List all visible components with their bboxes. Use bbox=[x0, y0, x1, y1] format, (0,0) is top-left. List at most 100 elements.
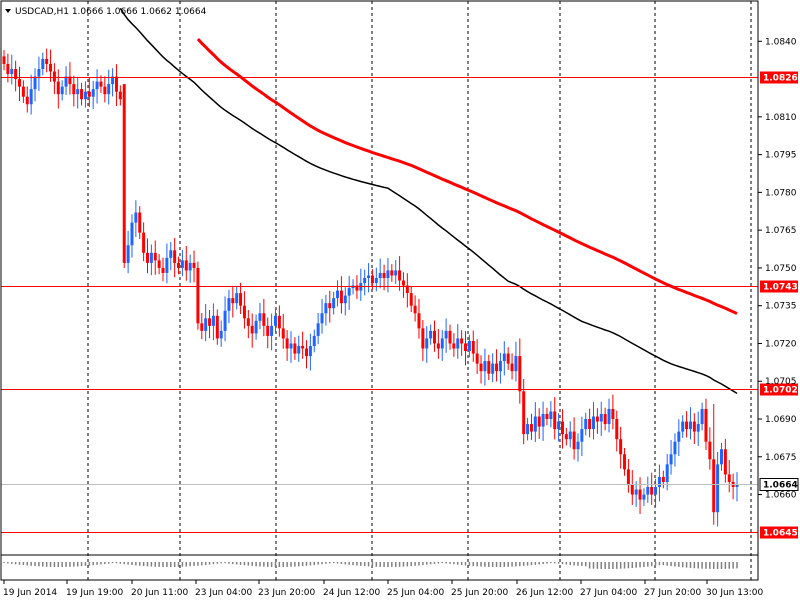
candle-body bbox=[188, 262, 192, 271]
x-axis: 19 Jun 2014 19 Jun 19:00 20 Jun 11:00 23 Ju… bbox=[3, 580, 763, 598]
candle-body bbox=[138, 212, 142, 233]
candle-body bbox=[285, 338, 289, 349]
candle-body bbox=[483, 361, 487, 372]
candle-body bbox=[708, 441, 712, 460]
candle-body bbox=[80, 89, 84, 100]
candle-body bbox=[685, 421, 689, 430]
x-tick-label: 30 Jun 13:00 bbox=[706, 588, 763, 598]
candle-body bbox=[103, 86, 107, 95]
candle-body bbox=[184, 260, 188, 271]
candle-body bbox=[336, 290, 340, 299]
candle-body bbox=[266, 325, 270, 336]
candle-body bbox=[320, 313, 324, 324]
candle-body bbox=[242, 305, 246, 319]
candle-body bbox=[316, 323, 320, 336]
candle-body bbox=[177, 262, 181, 268]
level-label: 1.0645 bbox=[763, 529, 798, 539]
candle-body bbox=[464, 343, 468, 352]
candle-body bbox=[64, 76, 68, 87]
candle-body bbox=[401, 280, 405, 286]
grid-layer bbox=[87, 1, 752, 580]
level-label: 1.0826 bbox=[763, 74, 798, 84]
candle-body bbox=[467, 340, 471, 352]
candle-body bbox=[149, 252, 153, 263]
candle-body bbox=[657, 476, 661, 488]
candle-body bbox=[239, 293, 243, 306]
candle-body bbox=[293, 343, 297, 354]
candle-body bbox=[436, 343, 440, 349]
candle-body bbox=[165, 257, 169, 273]
x-tick-label: 19 Jun 2014 bbox=[3, 588, 57, 598]
candle-body bbox=[378, 272, 382, 278]
candle-body bbox=[370, 275, 374, 284]
candle-body bbox=[134, 212, 138, 223]
x-tick-label: 23 Jun 04:00 bbox=[195, 588, 252, 598]
candle-body bbox=[595, 416, 599, 422]
candle-body bbox=[456, 338, 460, 349]
candle-body bbox=[107, 84, 111, 95]
candle-body bbox=[169, 250, 173, 258]
candle-body bbox=[33, 76, 37, 90]
current-price-label: 1.0664 bbox=[763, 481, 798, 491]
candle-body bbox=[153, 252, 157, 261]
candle-body bbox=[704, 408, 708, 442]
candle-body bbox=[541, 413, 545, 427]
candle-body bbox=[634, 489, 638, 495]
y-tick-label: 1.0780 bbox=[765, 188, 797, 198]
candle-body bbox=[192, 262, 196, 268]
candle-body bbox=[572, 431, 576, 450]
candle-body bbox=[223, 310, 227, 331]
candle-body bbox=[479, 363, 483, 372]
candle-body bbox=[363, 278, 367, 284]
candle-body bbox=[421, 328, 425, 349]
candle-body bbox=[14, 68, 18, 80]
candle-body bbox=[727, 474, 731, 482]
candle-body bbox=[588, 419, 592, 430]
level-label: 1.0743 bbox=[763, 283, 798, 293]
y-tick-label: 1.0705 bbox=[765, 377, 797, 387]
candle-body bbox=[157, 260, 161, 268]
candle-body bbox=[723, 449, 727, 475]
candle-body bbox=[611, 408, 615, 420]
candle-body bbox=[161, 267, 165, 273]
candle-body bbox=[642, 494, 646, 500]
candle-body bbox=[529, 424, 533, 432]
candle-body bbox=[308, 345, 312, 357]
candle-body bbox=[208, 318, 212, 326]
y-tick-label: 1.0720 bbox=[765, 339, 797, 349]
candle-body bbox=[145, 252, 149, 263]
chevron-down-icon[interactable] bbox=[5, 9, 11, 13]
candle-body bbox=[665, 464, 669, 482]
y-axis: 1.0840 1.0810 1.0795 1.0780 1.0765 1.0750 1.07… bbox=[758, 37, 797, 501]
candle-body bbox=[111, 76, 115, 85]
candle-body bbox=[324, 303, 328, 314]
candle-body bbox=[533, 416, 537, 432]
moving-averages bbox=[119, 7, 738, 395]
x-tick-label: 20 Jun 11:00 bbox=[131, 588, 188, 598]
candle-body bbox=[630, 484, 634, 495]
candle-body bbox=[592, 416, 596, 430]
candle-body bbox=[432, 330, 436, 344]
candle-body bbox=[487, 361, 491, 374]
candle-body bbox=[502, 353, 506, 362]
x-tick-label: 27 Jun 04:00 bbox=[580, 588, 637, 598]
candle-body bbox=[564, 434, 568, 440]
candle-body bbox=[584, 419, 588, 430]
candle-body bbox=[413, 305, 417, 314]
candle-body bbox=[21, 86, 25, 97]
candle-body bbox=[719, 449, 723, 465]
candle-body bbox=[374, 278, 378, 284]
candle-body bbox=[250, 325, 254, 334]
ma-slow-line bbox=[196, 37, 738, 315]
candle-body bbox=[568, 431, 572, 440]
x-tick-label: 23 Jun 20:00 bbox=[258, 588, 315, 598]
plot-frame bbox=[0, 0, 759, 581]
candle-body bbox=[262, 313, 266, 326]
candle-body bbox=[83, 91, 87, 100]
candle-body bbox=[37, 68, 41, 77]
candle-body bbox=[246, 318, 250, 326]
candle-body bbox=[700, 408, 704, 425]
candle-body bbox=[394, 270, 398, 276]
candle-body bbox=[355, 285, 359, 291]
